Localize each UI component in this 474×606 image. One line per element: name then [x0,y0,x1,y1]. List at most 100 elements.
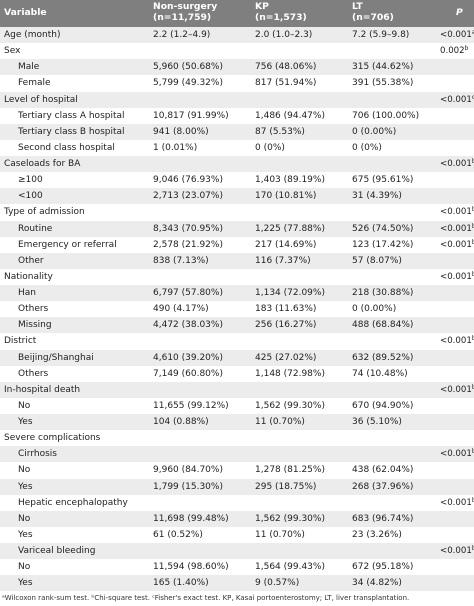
cell-lt: 526 (74.50%) [352,223,414,234]
table-row: Cirrhosis <0.001b [0,446,474,463]
row-label: Yes [18,578,33,589]
table-row: ≥100 9,046 (76.93%) 1,403 (89.19%) 675 (95.… [0,172,474,188]
table-row: Missing 4,472 (38.03%) 256 (16.27%) 488 (68… [0,317,474,334]
cell-lt: 488 (68.84%) [352,320,414,331]
cell-non-surgery: 5,960 (50.68%) [153,62,223,73]
table-row: No 11,655 (99.12%) 1,562 (99.30%) 670 (94.9… [0,398,474,414]
cell-lt: 706 (100.00%) [352,110,420,121]
row-label: Tertiary class B hospital [18,126,125,137]
p-value-text: <0.001 [440,336,472,347]
cell-kp: 1,564 (99.43%) [255,562,325,573]
cell-non-surgery: 8,343 (70.95%) [153,223,223,234]
row-label: <100 [18,191,43,202]
cell-kp: 256 (16.27%) [255,320,317,331]
cell-non-surgery: 9,046 (76.93%) [153,175,223,186]
table-body: Age (month) 2.2 (1.2–4.9) 2.0 (1.0–2.3) 7.2… [0,27,474,592]
cell-kp: 1,562 (99.30%) [255,400,325,411]
cell-lt: 670 (94.90%) [352,400,414,411]
table-row: Others 490 (4.17%) 183 (11.63%) 0 (0.00%) [0,301,474,317]
cell-kp: 1,403 (89.19%) [255,175,325,186]
header-variable: Variable [4,7,47,18]
cell-non-surgery: 10,817 (91.99%) [153,110,229,121]
cell-non-surgery: 2,713 (23.07%) [153,191,223,202]
table-row: Nationality <0.001b [0,269,474,285]
cell-kp: 11 (0.70%) [255,529,305,540]
table-row: No 9,960 (84.70%) 1,278 (81.25%) 438 (62.04… [0,462,474,478]
row-label: Han [18,288,36,298]
cell-lt: 74 (10.48%) [352,368,408,379]
cell-lt: 315 (44.62%) [352,62,414,73]
row-label: Male [18,62,40,73]
cell-non-surgery: 11,655 (99.12%) [153,400,229,411]
row-label: District [4,336,37,347]
header-lt-n: (n=706) [352,12,394,23]
header-lt: LT (n=706) [352,1,394,23]
row-label: Caseloads for BA [4,159,81,169]
cell-non-surgery: 2.2 (1.2–4.9) [153,30,211,40]
row-label: Level of hospital [4,94,78,105]
table-row: Others 7,149 (60.80%) 1,148 (72.98%) 74 (10… [0,366,474,382]
cell-kp: 0 (0%) [255,142,285,153]
cell-lt: 0 (0.00%) [352,304,397,315]
row-label: Nationality [4,271,53,282]
row-label: Cirrhosis [18,449,57,460]
cell-non-surgery: 6,797 (57.80%) [153,288,223,298]
table-row: Sex 0.002b [0,43,474,59]
cell-p-value: <0.001b [440,446,474,462]
row-label: No [18,465,31,476]
cell-kp: 1,278 (81.25%) [255,465,325,476]
cell-non-surgery: 104 (0.88%) [153,417,209,427]
p-value-footnote-marker: b [471,335,474,343]
cell-kp: 295 (18.75%) [255,481,317,492]
cell-non-surgery: 490 (4.17%) [153,304,209,315]
p-value-text: <0.001 [440,94,472,105]
cell-p-value: <0.001b [440,269,474,285]
table-header: Variable Non-surgery (n=11,759) KP (n=1,… [0,0,474,27]
cell-p-value: <0.001b [440,382,474,398]
cell-non-surgery: 61 (0.52%) [153,529,203,540]
table-row: Beijing/Shanghai 4,610 (39.20%) 425 (27.02… [0,349,474,366]
table-row: Yes 61 (0.52%) 11 (0.70%) 23 (3.26%) [0,527,474,543]
p-value-footnote-marker: b [464,45,469,53]
p-value-text: <0.001 [440,207,472,218]
table-row: No 11,594 (98.60%) 1,564 (99.43%) 672 (95.1… [0,559,474,575]
cell-non-surgery: 4,610 (39.20%) [153,352,223,363]
row-label: In-hospital death [4,384,81,395]
p-value-footnote-marker: b [471,448,474,456]
p-value-text: <0.001 [440,497,472,508]
row-label: Yes [18,481,33,492]
p-value-footnote-marker: b [471,270,474,278]
p-value-text: <0.001 [440,384,472,395]
row-label: Other [18,255,44,266]
header-kp-n: (n=1,573) [255,12,307,23]
row-label: Missing [18,320,52,331]
p-value-footnote-marker: b [471,383,474,391]
p-value-footnote-marker: b [471,222,474,230]
cell-non-surgery: 941 (8.00%) [153,126,209,137]
row-label: Emergency or referral [18,239,117,250]
header-kp-label: KP [255,1,269,12]
cell-kp: 170 (10.81%) [255,191,317,202]
table-row: Han 6,797 (57.80%) 1,134 (72.09%) 218 (30.8… [0,285,474,302]
header-p: P [456,7,463,18]
p-value-footnote-marker: b [471,206,474,214]
cell-lt: 31 (4.39%) [352,191,402,202]
table-row: Second class hospital 1 (0.01%) 0 (0%) 0 (0… [0,140,474,156]
cell-lt: 683 (96.74%) [352,513,414,524]
cell-kp: 11 (0.70%) [255,417,305,427]
header-non-surgery: Non-surgery (n=11,759) [153,1,217,23]
cell-lt: 36 (5.10%) [352,417,402,427]
table-row: Level of hospital <0.001c [0,91,474,108]
row-label: Yes [18,417,33,427]
table-row: Tertiary class A hospital 10,817 (91.99%)… [0,108,474,124]
p-value-footnote-marker: a [471,29,474,36]
table-row: Female 5,799 (49.32%) 817 (51.94%) 391 (55.… [0,75,474,91]
cell-non-surgery: 2,578 (21.92%) [153,239,223,250]
cell-p-value: <0.001b [440,204,474,220]
row-label: Variceal bleeding [18,546,96,556]
row-label: Yes [18,529,33,540]
header-lt-label: LT [352,1,363,12]
row-label: Others [18,368,49,379]
table-row: Yes 165 (1.40%) 9 (0.57%) 34 (4.82%) [0,575,474,592]
table-row: Yes 104 (0.88%) 11 (0.70%) 36 (5.10%) [0,414,474,431]
